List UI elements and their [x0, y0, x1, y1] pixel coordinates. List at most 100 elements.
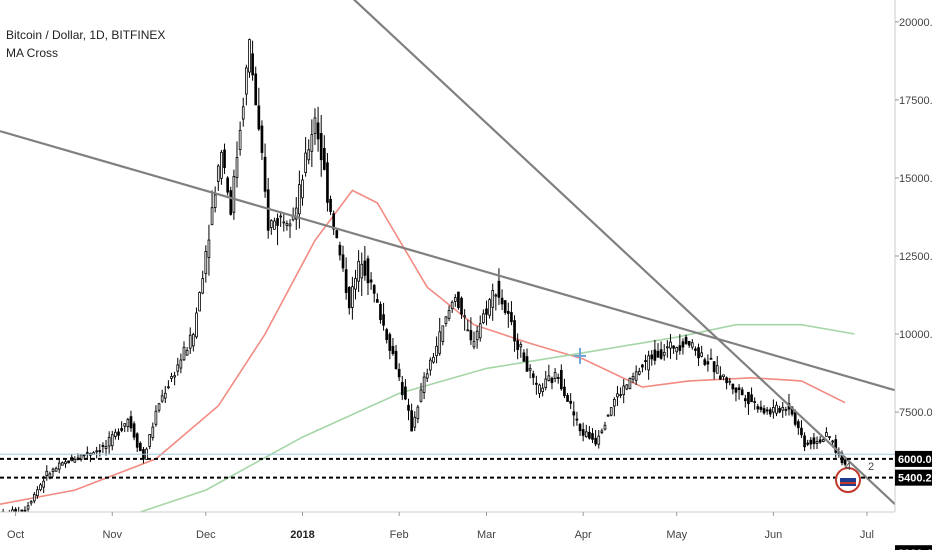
candle: [216, 164, 220, 191]
candle: [469, 317, 473, 345]
candle-body-up: [269, 220, 273, 228]
candle-body-up: [95, 450, 99, 453]
candle-body-down: [457, 291, 460, 308]
candle-body-down: [117, 431, 120, 436]
candle: [416, 405, 420, 424]
candle-body-up: [29, 501, 33, 504]
candle: [722, 374, 725, 381]
candle: [173, 371, 176, 386]
x-tick-label: Feb: [390, 529, 409, 541]
candle-body-up: [160, 395, 164, 402]
candle-body-down: [800, 427, 803, 436]
candle: [263, 143, 267, 198]
candle-body-up: [201, 278, 205, 294]
candle: [616, 385, 619, 406]
candle: [491, 283, 495, 321]
candle-body-up: [288, 223, 292, 227]
x-tick-label: 2018: [290, 529, 314, 541]
candle: [123, 423, 127, 433]
candle-body-up: [64, 461, 67, 465]
candle: [291, 207, 295, 222]
candle: [566, 392, 569, 402]
candle-body-up: [491, 290, 495, 308]
candle-body-up: [482, 313, 485, 323]
candle-body-down: [650, 354, 654, 360]
candle-body-up: [79, 454, 83, 460]
candle: [369, 272, 373, 290]
candle-body-down: [559, 369, 563, 390]
candle: [419, 382, 423, 403]
indicator-label[interactable]: MA Cross: [6, 46, 59, 60]
candle: [715, 356, 719, 374]
level-badge-3[interactable]: [895, 545, 932, 550]
candle: [559, 364, 563, 391]
x-axis[interactable]: Oct Nov Dec 2018 Feb Mar Apr May Jun Jul: [0, 511, 895, 541]
candle-body-up: [453, 297, 457, 302]
candle-body-up: [54, 467, 58, 472]
candle: [466, 319, 470, 332]
candle-body-down: [510, 312, 513, 323]
candle: [14, 507, 17, 512]
y-axis[interactable]: 7500.0 10000.0 12500.0 15000.0 17500.0 20000.…: [894, 0, 932, 550]
plot-area[interactable]: [0, 0, 895, 543]
candle: [67, 460, 70, 464]
candle-body-up: [828, 436, 831, 438]
candle-body-up: [662, 351, 666, 356]
candle-body-down: [132, 423, 136, 438]
candle-body-down: [834, 439, 838, 453]
candles: [1, 38, 847, 512]
candle-body-up: [597, 435, 601, 445]
candle-body-up: [447, 310, 451, 319]
candle: [39, 482, 42, 492]
level-badge-2[interactable]: [895, 469, 932, 486]
candle: [743, 394, 747, 408]
candle-body-down: [803, 435, 806, 448]
candle: [95, 446, 99, 459]
candle-body-up: [245, 67, 248, 95]
candle-body-up: [637, 370, 641, 375]
candle-body-up: [715, 365, 719, 374]
candle: [223, 143, 226, 174]
symbol-title[interactable]: Bitcoin / Dollar, 1D, BITFINEX: [6, 28, 166, 42]
candle-body-up: [815, 441, 819, 444]
candle-body-down: [566, 395, 569, 402]
candle: [519, 341, 523, 358]
candle-body-up: [544, 378, 548, 388]
candle-body-up: [304, 152, 307, 173]
candle: [681, 338, 685, 355]
level-badge-1[interactable]: [895, 450, 932, 467]
candle-body-up: [675, 347, 679, 353]
candle: [659, 341, 663, 360]
trendline-2[interactable]: [0, 130, 895, 392]
candle: [42, 475, 45, 494]
candle-body-down: [765, 409, 769, 412]
candle-body-up: [51, 468, 55, 472]
candle-body-up: [179, 359, 183, 369]
trendline-1[interactable]: [187, 0, 895, 505]
candle-body-up: [198, 292, 201, 312]
candle: [463, 309, 466, 331]
candle-body-down: [525, 356, 529, 372]
candle: [753, 397, 757, 410]
candle: [36, 486, 39, 499]
candle: [248, 38, 251, 78]
candle-body-up: [432, 356, 435, 363]
candle-body-up: [213, 194, 217, 208]
candle-body-up: [419, 389, 423, 402]
candle-body-up: [444, 316, 448, 324]
candle-body-down: [731, 383, 735, 390]
candle: [70, 453, 74, 462]
candle-body-up: [36, 489, 39, 496]
candle-body-up: [151, 426, 155, 438]
candle: [644, 354, 647, 371]
candle: [606, 414, 610, 417]
candle: [167, 380, 170, 390]
x-tick-label: Jun: [765, 529, 783, 541]
candle: [828, 436, 831, 441]
candle-body-up: [625, 384, 629, 390]
candle: [298, 170, 301, 229]
candle-body-down: [316, 122, 320, 140]
candle-body-down: [793, 412, 797, 425]
